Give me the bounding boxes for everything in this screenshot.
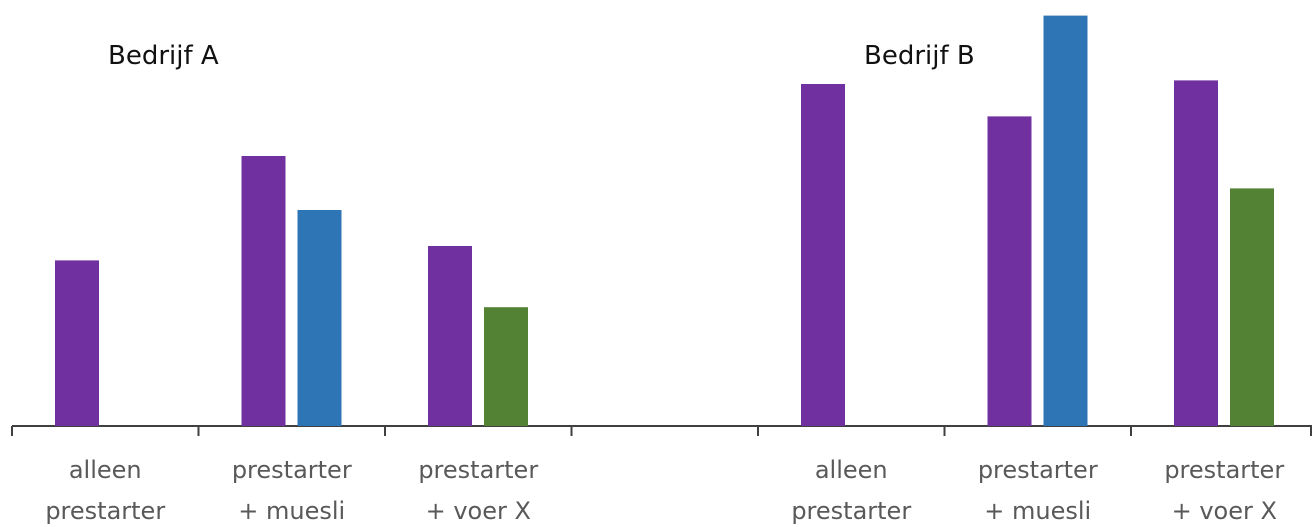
x-tick-label: + voer X (426, 497, 531, 525)
x-tick-label: alleen (815, 456, 888, 484)
bar (987, 116, 1032, 427)
x-tick-label: prestarter (45, 497, 165, 525)
bar (801, 84, 845, 426)
bar (428, 246, 472, 426)
x-tick-label: prestarter (418, 456, 538, 484)
x-tick-label: prestarter (978, 456, 1098, 484)
bar (241, 156, 286, 426)
tick-labels: alleen prestarter prestarter + muesli presta… (45, 456, 1284, 525)
group-title-bedrijf-b: Bedrijf B (864, 41, 975, 71)
bar (297, 210, 342, 426)
x-tick-label: prestarter (1164, 456, 1284, 484)
bar (1043, 15, 1088, 426)
bar (1230, 188, 1274, 426)
bar (484, 307, 528, 426)
x-tick-label: + muesli (238, 497, 345, 525)
bar (1174, 80, 1218, 427)
x-axis (11, 425, 1312, 436)
group-title-bedrijf-a: Bedrijf A (108, 41, 219, 71)
x-tick-label: + voer X (1172, 497, 1277, 525)
bar (55, 260, 99, 426)
x-tick-label: + muesli (984, 497, 1091, 525)
x-tick-label: prestarter (791, 497, 911, 525)
x-tick-label: prestarter (232, 456, 352, 484)
x-tick-label: alleen (69, 456, 142, 484)
bars (55, 15, 1274, 427)
